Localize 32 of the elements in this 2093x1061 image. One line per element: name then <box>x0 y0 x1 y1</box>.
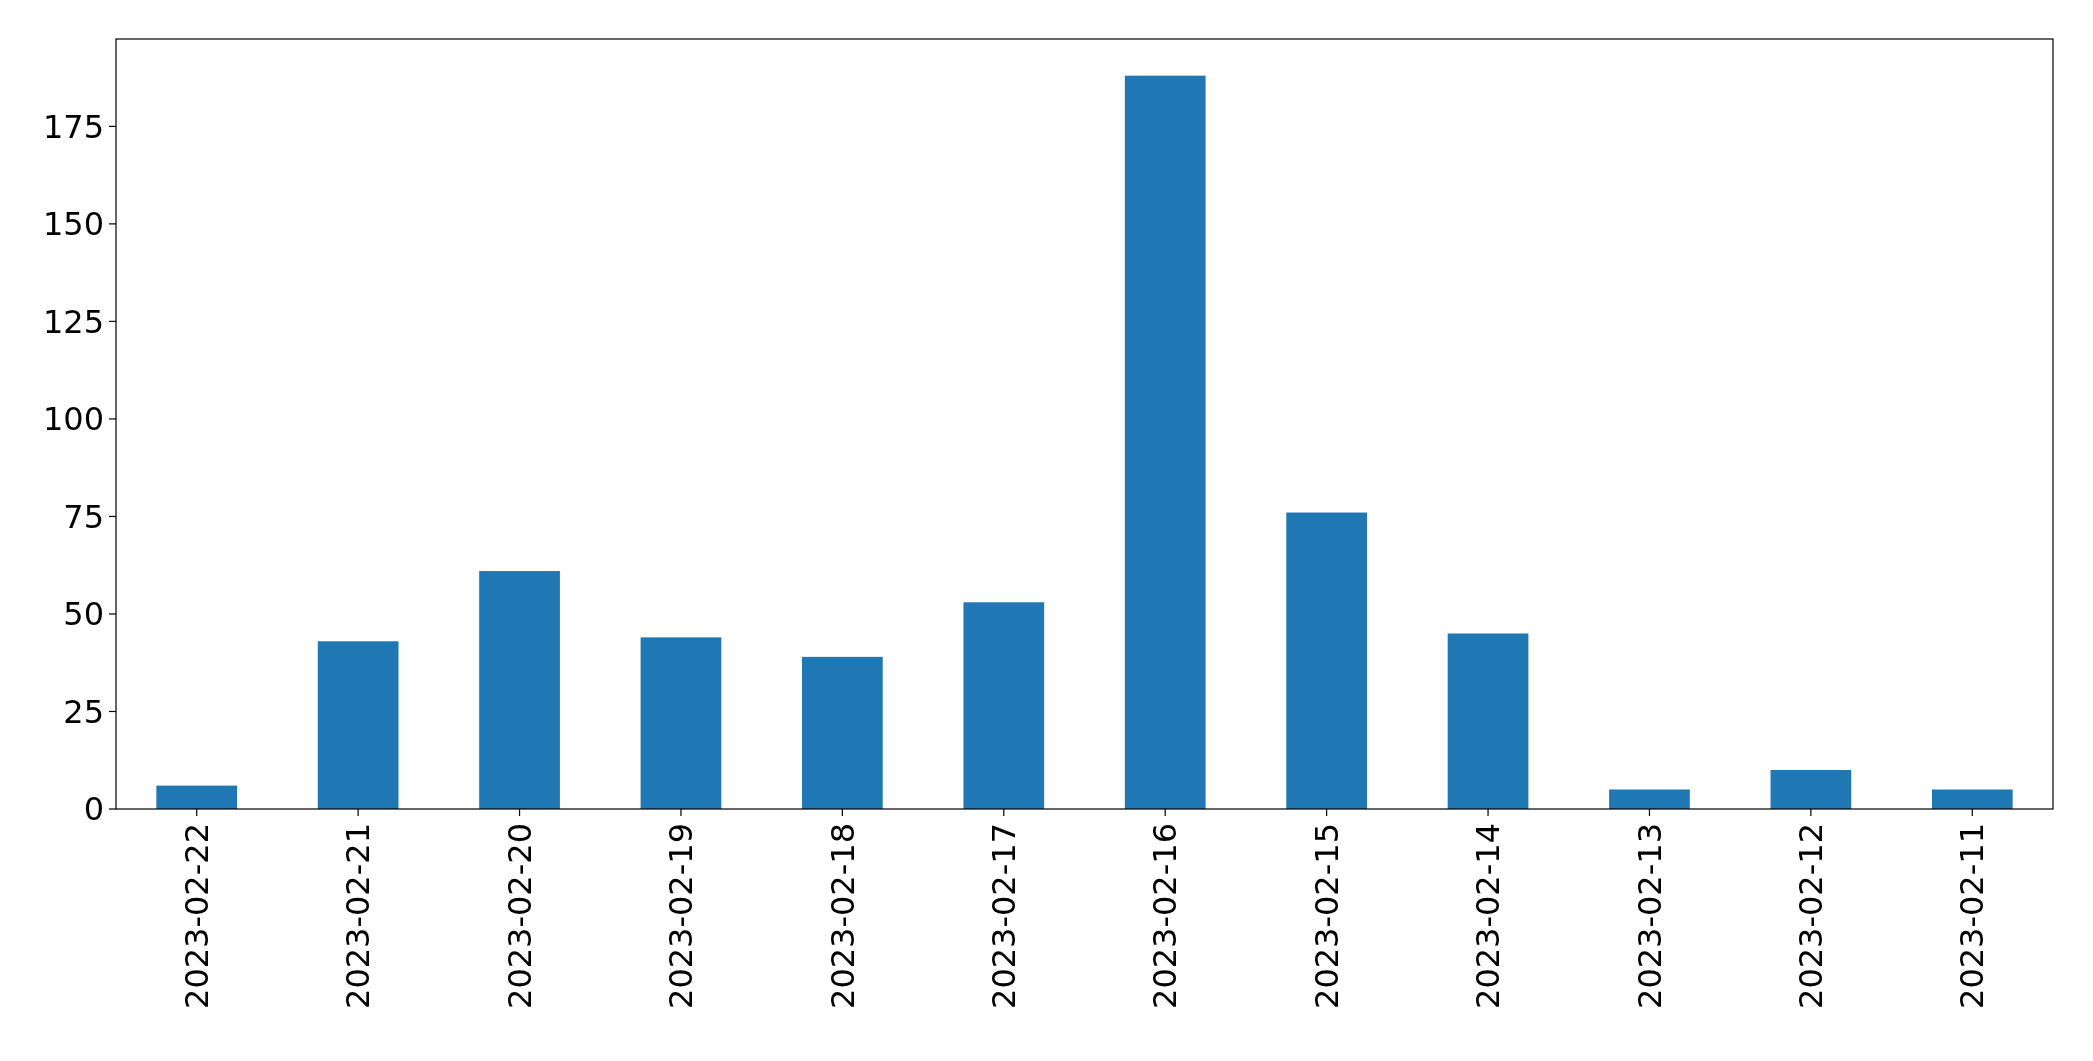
x-tick-label: 2023-02-13 <box>1630 823 1669 1009</box>
x-tick-label: 2023-02-17 <box>984 823 1023 1009</box>
bar <box>479 571 560 809</box>
y-tick-label: 150 <box>42 205 104 244</box>
bar <box>640 637 722 809</box>
bar <box>1124 75 1206 809</box>
bar <box>963 602 1045 809</box>
y-tick-label: 125 <box>42 302 104 341</box>
y-tick-label: 100 <box>42 400 104 439</box>
x-tick-label: 2023-02-22 <box>177 823 216 1009</box>
y-tick-label: 25 <box>63 692 104 731</box>
x-tick-label: 2023-02-11 <box>1953 823 1992 1009</box>
y-tick-label: 0 <box>83 790 104 829</box>
x-tick-label: 2023-02-14 <box>1469 823 1508 1009</box>
bar <box>1931 789 2013 809</box>
y-tick-label: 175 <box>42 107 104 146</box>
x-tick-label: 2023-02-15 <box>1307 823 1346 1009</box>
x-tick-label: 2023-02-12 <box>1792 823 1831 1009</box>
x-tick-label: 2023-02-16 <box>1146 823 1185 1009</box>
bar <box>156 785 238 809</box>
x-tick-label: 2023-02-18 <box>823 823 862 1009</box>
bar <box>317 641 399 809</box>
bar <box>1770 769 1852 809</box>
x-tick-label: 2023-02-21 <box>339 823 378 1009</box>
x-tick-label: 2023-02-19 <box>662 823 701 1009</box>
bar <box>1447 633 1529 809</box>
y-tick-label: 75 <box>63 497 104 536</box>
x-tick-label: 2023-02-20 <box>500 823 539 1009</box>
bar <box>1286 512 1367 809</box>
bar <box>1609 789 1690 809</box>
y-tick-label: 50 <box>63 595 104 634</box>
bar <box>802 656 883 809</box>
